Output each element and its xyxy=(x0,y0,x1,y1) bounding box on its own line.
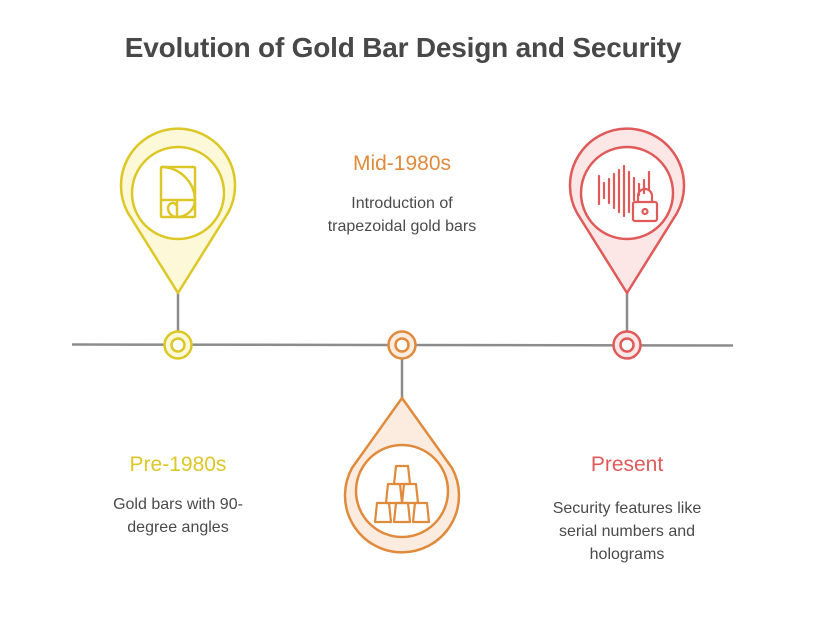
map-pin-present xyxy=(568,127,686,295)
description-line: trapezoidal gold bars xyxy=(327,218,477,235)
description-line: Introduction of xyxy=(351,195,453,212)
diagram-title: Evolution of Gold Bar Design and Securit… xyxy=(124,32,682,63)
milestone-pre-1980s: Pre-1980s Gold bars with 90- degree angl… xyxy=(78,453,278,539)
milestone-period: Present xyxy=(590,453,664,476)
description-line: Gold bars with 90- xyxy=(113,496,243,513)
golden-ratio-icon xyxy=(159,165,197,219)
map-pin-pre-1980s xyxy=(119,127,237,295)
description-line: serial numbers and xyxy=(558,523,696,540)
timeline-node-pre-1980s[interactable] xyxy=(163,330,193,360)
milestone-description: Gold bars with 90- degree angles xyxy=(78,493,278,539)
map-pin-mid-1980s xyxy=(343,396,461,554)
stacked-gold-bars-icon xyxy=(373,464,431,524)
timeline-node-mid-1980s[interactable] xyxy=(387,330,417,360)
milestone-period: Pre-1980s xyxy=(129,453,227,476)
milestone-description: Security features like serial numbers an… xyxy=(517,497,737,566)
description-line: holograms xyxy=(589,546,665,563)
description-line: Security features like xyxy=(552,500,702,517)
milestone-period: Mid-1980s xyxy=(352,152,452,175)
milestone-mid-1980s: Mid-1980s Introduction of trapezoidal go… xyxy=(282,152,522,238)
description-line: degree angles xyxy=(127,519,229,536)
timeline-node-present[interactable] xyxy=(612,330,642,360)
milestone-present: Present Security features like serial nu… xyxy=(517,453,737,566)
soundwave-lock-icon xyxy=(597,164,659,223)
milestone-description: Introduction of trapezoidal gold bars xyxy=(282,192,522,238)
